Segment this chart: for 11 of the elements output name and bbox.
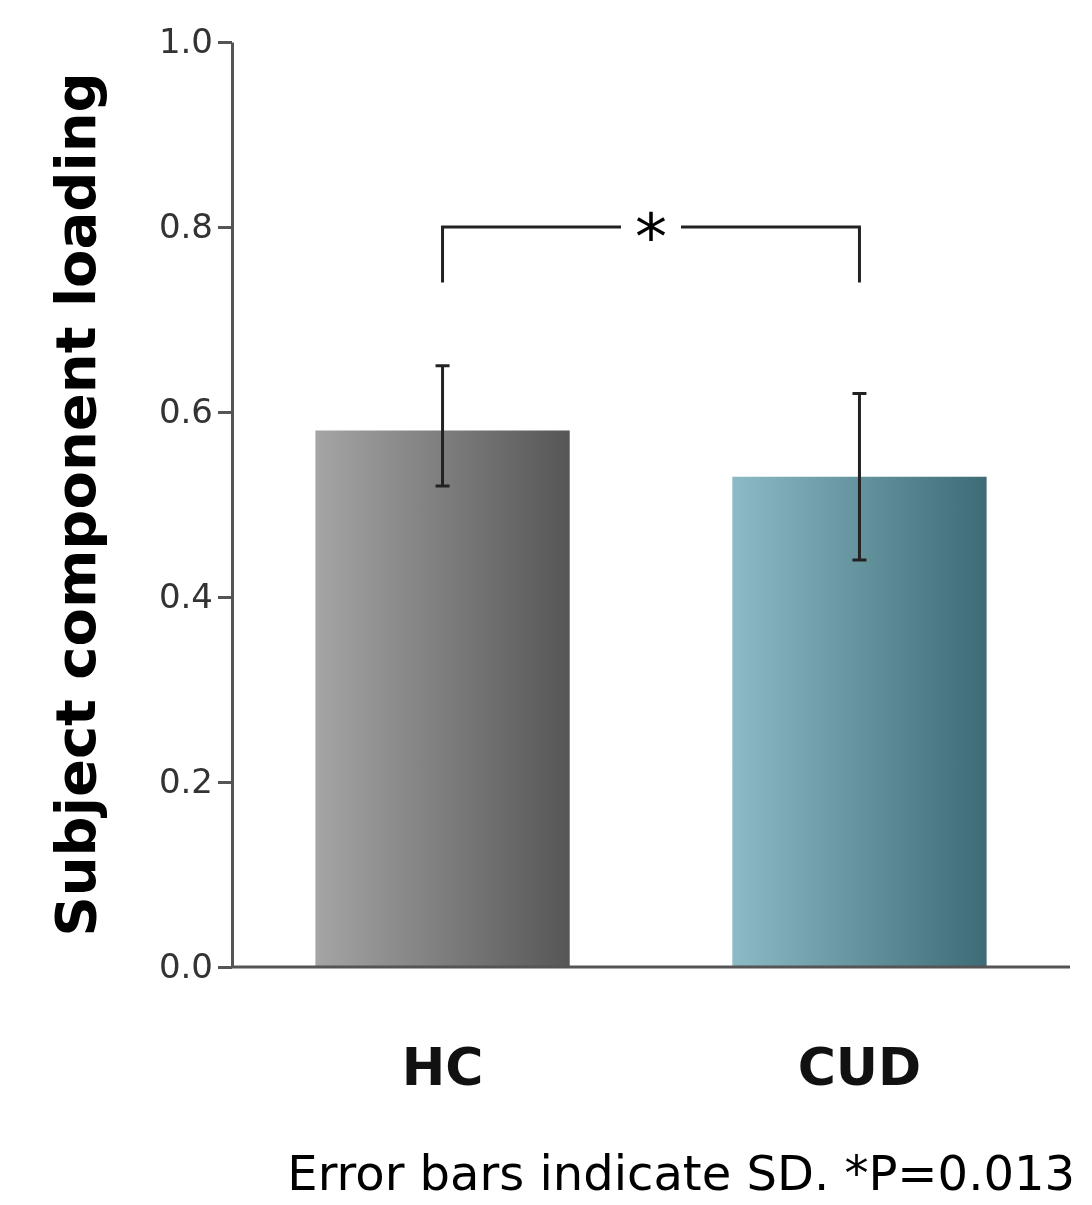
y-axis-title: Subject component loading <box>43 72 108 937</box>
y-tick-label: 0.6 <box>158 391 213 432</box>
y-tick-label: 0.4 <box>158 576 213 617</box>
x-tick-label: HC <box>401 1037 484 1097</box>
y-tick-label: 0.0 <box>158 946 213 987</box>
text: Error bars indicate SD. *P=0.013 <box>287 1145 1075 1201</box>
y-tick-label: 1.0 <box>158 21 213 62</box>
x-tick-label: CUD <box>797 1037 922 1097</box>
annotation: * <box>635 200 667 274</box>
y-tick-label: 0.8 <box>158 206 213 247</box>
y-tick-label: 0.2 <box>158 761 213 802</box>
